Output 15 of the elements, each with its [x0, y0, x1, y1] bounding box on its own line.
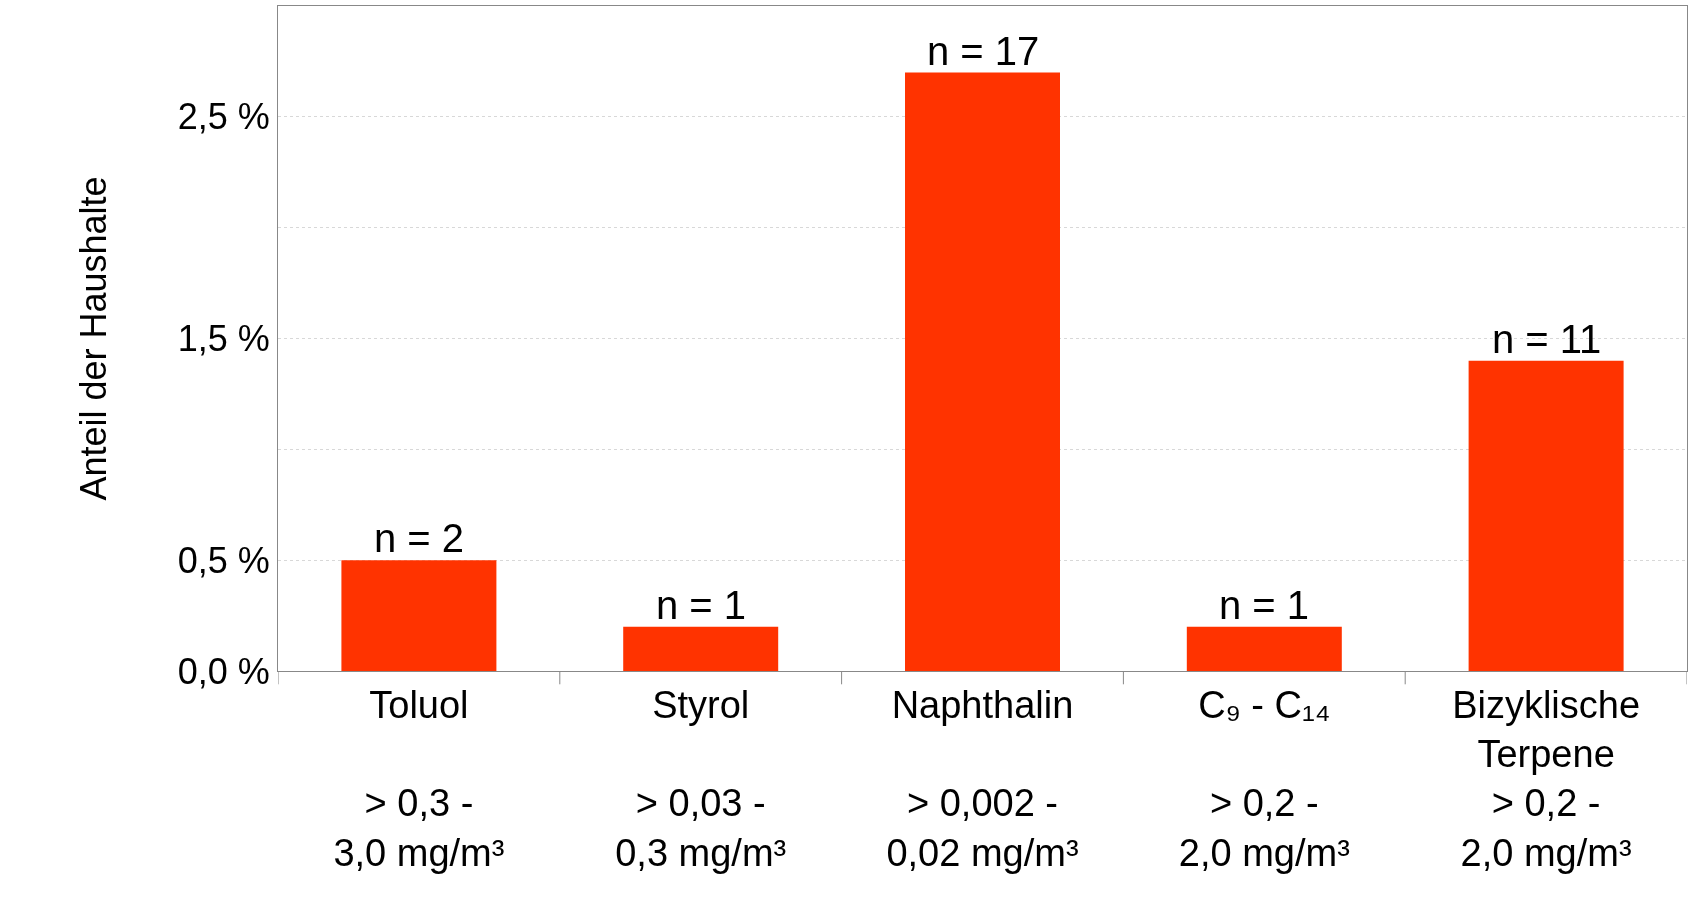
annotation: n = 1: [1219, 583, 1310, 627]
y-tick-label: 0,5 %: [177, 539, 270, 581]
category-label: Naphthalin > 0,002 - 0,02 mg/m³: [886, 683, 1079, 874]
category-label: Styrol > 0,03 - 0,3 mg/m³: [615, 683, 787, 874]
x-tick-label: Bizyklische Terpene > 0,2 - 2,0 mg/m³: [1452, 683, 1641, 874]
category-label: C₉ - C₁₄ > 0,2 - 2,0 mg/m³: [1178, 683, 1350, 874]
y-tick-label: 1,5 %: [177, 318, 270, 360]
annotation: n = 11: [1492, 317, 1602, 361]
annotation: n = 2: [374, 516, 465, 560]
y-tick-label: 2,5 %: [177, 96, 270, 138]
category-label: Toluol > 0,3 - 3,0 mg/m³: [333, 683, 505, 874]
annotation: n = 17: [927, 29, 1040, 73]
annotation: n = 1: [656, 583, 747, 627]
y-tick-label: 0,0 %: [177, 650, 270, 692]
y-axis-title: Anteil der Haushalte: [72, 176, 114, 501]
